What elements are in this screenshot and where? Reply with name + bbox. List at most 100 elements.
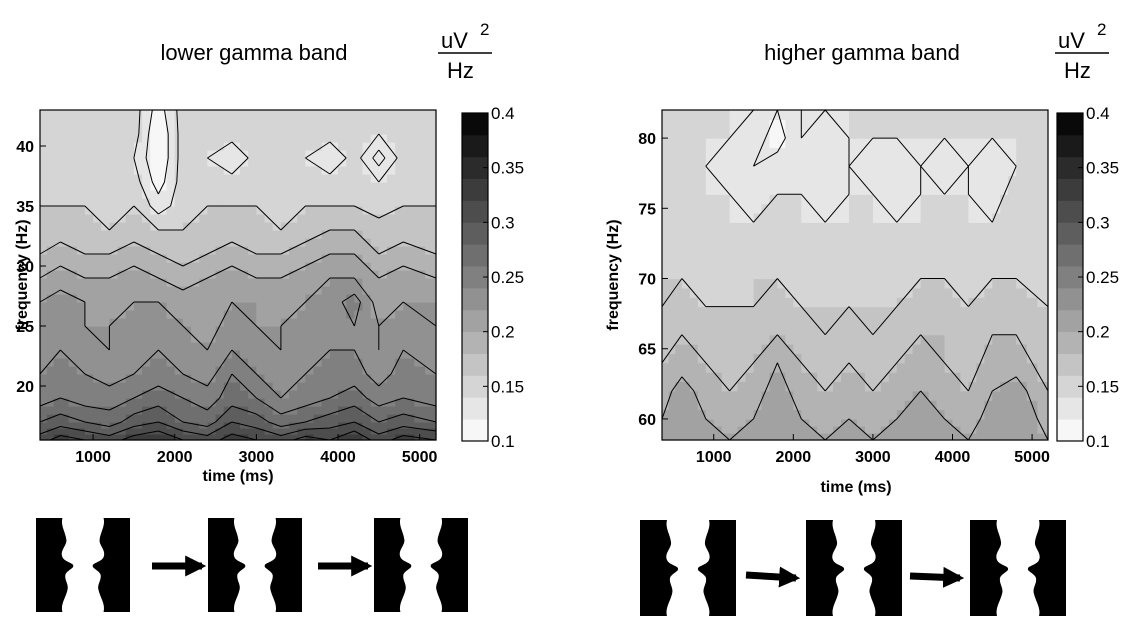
heatmap-cell (1016, 287, 1028, 298)
heatmap-cell (223, 254, 233, 263)
heatmap-cell (264, 142, 274, 151)
heatmap-cell (1000, 212, 1009, 223)
heatmap-cell (354, 134, 364, 143)
heatmap-cell (395, 414, 404, 423)
heatmap-cell (697, 269, 707, 280)
heatmap-cell (329, 350, 339, 359)
heatmap-cell (395, 294, 404, 303)
heatmap-cell (1000, 362, 1009, 373)
heatmap-cell (801, 315, 810, 326)
heatmap-cell (1037, 184, 1049, 195)
heatmap-cell (215, 118, 225, 127)
heatmap-cell (248, 158, 257, 167)
heatmap-cell (769, 353, 778, 364)
heatmap-cell (425, 278, 437, 287)
heatmap-cell (761, 372, 771, 383)
heatmap-cell (1026, 362, 1038, 373)
heatmap-cell (729, 287, 739, 298)
heatmap-cell (272, 278, 282, 287)
heatmap-cell (280, 174, 290, 183)
heatmap-cell (425, 246, 437, 255)
heatmap-cell (833, 353, 842, 364)
heatmap-cell (133, 326, 143, 335)
heatmap-cell (248, 246, 257, 255)
heatmap-cell (888, 353, 898, 364)
heatmap-cell (713, 418, 723, 427)
heatmap-cell (681, 297, 691, 308)
heatmap-cell (297, 142, 306, 151)
heatmap-cell (1000, 418, 1009, 427)
heatmap-cell (904, 418, 914, 427)
heatmap-cell (207, 150, 217, 159)
heatmap-cell (737, 194, 747, 205)
heatmap-cell (117, 366, 127, 375)
heatmap-cell (387, 238, 396, 247)
heatmap-cell (142, 398, 151, 407)
heatmap-cell (182, 406, 192, 415)
heatmap-cell (321, 142, 331, 151)
heatmap-cell (809, 269, 818, 280)
heatmap-cell (248, 350, 257, 359)
heatmap-cell (280, 286, 290, 295)
colorbar-segment (1057, 266, 1083, 289)
heatmap-cell (793, 184, 802, 195)
heatmap-cell (84, 278, 94, 287)
heatmap-cell (40, 126, 48, 135)
heatmap-cell (817, 269, 826, 280)
heatmap-cell (414, 118, 426, 127)
heatmap-cell (689, 390, 699, 401)
heatmap-cell (425, 434, 437, 441)
heatmap-cell (952, 259, 962, 270)
heatmap-cell (346, 366, 355, 375)
heatmap-cell (662, 287, 670, 298)
heatmap-cell (414, 374, 426, 383)
heatmap-cell (84, 246, 94, 255)
heatmap-cell (117, 278, 127, 287)
heatmap-cell (697, 287, 707, 298)
heatmap-cell (817, 287, 826, 298)
heatmap-cell (101, 230, 110, 239)
heatmap-cell (675, 166, 683, 177)
heatmap-cell (101, 166, 110, 175)
heatmap-cell (240, 428, 249, 435)
heatmap-cell (801, 166, 810, 177)
heatmap-cell (414, 166, 426, 175)
heatmap-cell (370, 358, 380, 367)
heatmap-cell (354, 422, 364, 429)
heatmap-cell (150, 278, 159, 287)
heatmap-cell (761, 315, 771, 326)
heatmap-cell (313, 428, 323, 435)
heatmap-cell (414, 222, 426, 231)
heatmap-cell (109, 294, 119, 303)
heatmap-cell (125, 406, 135, 415)
heatmap-cell (199, 166, 208, 175)
heatmap-cell (888, 194, 898, 205)
heatmap-cell (745, 409, 755, 420)
heatmap-cell (378, 126, 388, 135)
heatmap-cell (785, 372, 794, 383)
heatmap-cell (338, 166, 347, 175)
heatmap-cell (944, 250, 954, 261)
heatmap-cell (904, 269, 914, 280)
heatmap-cell (414, 278, 426, 287)
heatmap-cell (264, 434, 274, 441)
heatmap-cell (904, 175, 914, 186)
heatmap-cell (346, 358, 355, 367)
heatmap-cell (721, 212, 731, 223)
heatmap-cell (248, 270, 257, 279)
heatmap-cell (378, 350, 388, 359)
heatmap-cell (992, 212, 1001, 223)
heatmap-cell (849, 425, 858, 434)
heatmap-cell (414, 390, 426, 399)
heatmap-cell (697, 315, 707, 326)
heatmap-cell (240, 278, 249, 287)
heatmap-cell (737, 400, 747, 411)
heatmap-cell (689, 400, 699, 411)
heatmap-cell (133, 278, 143, 287)
heatmap-cell (46, 406, 55, 415)
heatmap-cell (256, 358, 266, 367)
heatmap-cell (93, 302, 102, 311)
heatmap-cell (403, 110, 415, 119)
heatmap-cell (729, 409, 739, 420)
heatmap-cell (777, 194, 786, 205)
